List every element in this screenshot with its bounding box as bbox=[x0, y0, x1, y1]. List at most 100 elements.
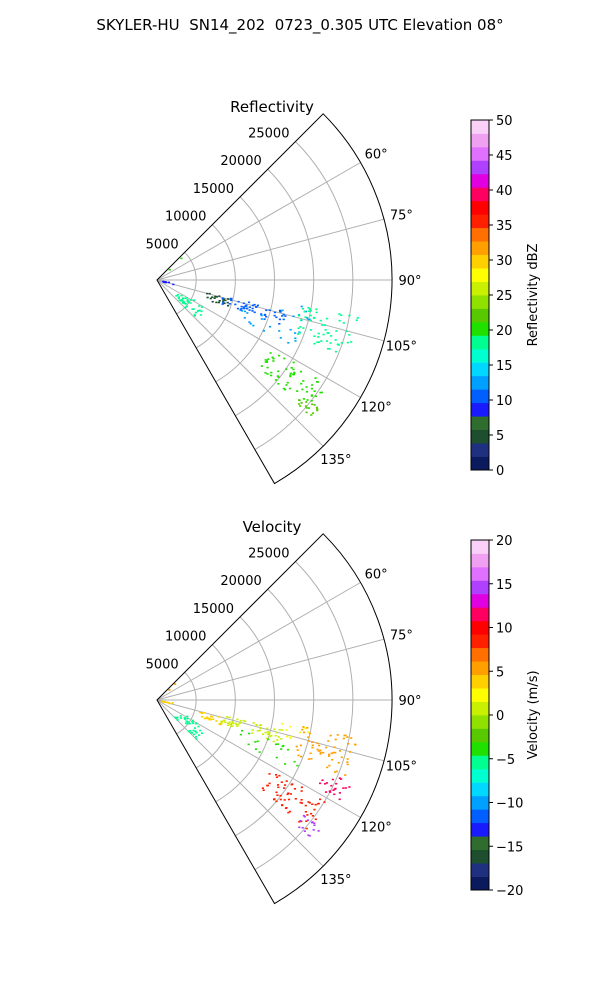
data-cell bbox=[285, 384, 288, 386]
azimuth-spoke-60 bbox=[156, 162, 361, 281]
data-cell bbox=[319, 751, 322, 754]
data-cell bbox=[273, 728, 276, 731]
data-cell bbox=[251, 310, 254, 312]
data-cell bbox=[331, 758, 334, 761]
data-cell bbox=[283, 799, 286, 801]
data-cell bbox=[299, 744, 303, 747]
data-cell bbox=[307, 740, 310, 742]
colorbar-swatch bbox=[471, 768, 489, 783]
data-cell bbox=[294, 332, 297, 334]
data-cell bbox=[350, 737, 353, 739]
angle-tick-label: 90° bbox=[398, 694, 421, 709]
data-cell bbox=[183, 717, 186, 719]
data-cell bbox=[193, 727, 197, 729]
radial-tick-label: 15000 bbox=[193, 602, 234, 617]
data-cell bbox=[336, 734, 339, 736]
data-cell bbox=[192, 308, 195, 310]
data-cell bbox=[336, 343, 339, 346]
data-cell bbox=[265, 309, 268, 312]
data-cell bbox=[167, 281, 171, 284]
colorbar-swatch bbox=[471, 553, 489, 568]
data-cell bbox=[266, 733, 269, 736]
data-cell bbox=[290, 735, 293, 738]
data-cell bbox=[194, 311, 198, 314]
panel-reflectivity: Reflectivity500010000150002000025000Mete… bbox=[146, 98, 541, 485]
angle-tick-label: 120° bbox=[360, 401, 391, 416]
data-cell bbox=[181, 302, 184, 304]
data-cell bbox=[215, 720, 218, 722]
data-cell bbox=[325, 746, 328, 749]
data-cell bbox=[185, 297, 188, 299]
data-cell bbox=[254, 748, 258, 750]
data-cell bbox=[310, 387, 313, 390]
colorbar-swatch bbox=[471, 335, 489, 350]
data-cell bbox=[264, 359, 267, 361]
data-cell bbox=[231, 721, 234, 723]
data-cell bbox=[289, 328, 292, 331]
angle-tick-label: 120° bbox=[360, 821, 391, 836]
data-cell bbox=[220, 722, 223, 724]
data-cell bbox=[305, 820, 308, 822]
data-cell bbox=[271, 356, 274, 359]
data-cell bbox=[260, 365, 263, 367]
data-cell bbox=[303, 731, 306, 734]
data-cell bbox=[297, 754, 300, 757]
data-cell bbox=[300, 790, 303, 792]
data-cell bbox=[168, 268, 171, 271]
data-cell bbox=[261, 787, 264, 789]
data-cell bbox=[244, 720, 247, 723]
data-cell bbox=[307, 801, 310, 803]
data-cell bbox=[347, 743, 350, 745]
data-cell bbox=[302, 726, 305, 728]
data-cell bbox=[273, 311, 277, 314]
colorbar-swatch bbox=[471, 809, 489, 824]
data-cell bbox=[268, 782, 271, 785]
data-cell bbox=[313, 404, 316, 406]
data-cell bbox=[270, 734, 273, 737]
data-cell bbox=[178, 299, 181, 301]
data-cell bbox=[243, 317, 246, 319]
data-cell bbox=[296, 390, 299, 392]
colorbar-label: Velocity (m/s) bbox=[526, 670, 541, 759]
data-cell bbox=[313, 335, 316, 337]
data-cell bbox=[198, 305, 201, 307]
colorbar-swatch bbox=[471, 348, 489, 363]
data-cell bbox=[175, 717, 178, 719]
azimuth-spoke-60 bbox=[156, 582, 361, 701]
data-cell bbox=[192, 722, 195, 725]
range-ring-25000 bbox=[254, 141, 354, 451]
data-cell bbox=[315, 406, 318, 409]
data-cell bbox=[258, 724, 261, 727]
data-cell bbox=[191, 721, 194, 723]
data-cell bbox=[355, 319, 358, 321]
colorbar-swatch bbox=[471, 849, 489, 864]
data-cell bbox=[322, 333, 325, 336]
colorbar-swatch bbox=[471, 120, 489, 134]
colorbar-swatch bbox=[471, 268, 489, 282]
data-cell bbox=[331, 778, 334, 781]
colorbar-swatch bbox=[471, 416, 489, 431]
colorbar-swatch bbox=[471, 836, 489, 851]
data-cell bbox=[299, 801, 302, 804]
data-cell bbox=[274, 743, 278, 746]
data-cell bbox=[332, 751, 335, 754]
data-cell bbox=[318, 744, 321, 747]
data-cell bbox=[287, 342, 290, 344]
radial-tick-label: 5000 bbox=[146, 237, 179, 252]
data-cell bbox=[229, 297, 232, 300]
data-cell bbox=[293, 371, 296, 374]
azimuth-spoke-120 bbox=[156, 699, 361, 818]
data-cell bbox=[348, 334, 351, 336]
data-cell bbox=[208, 718, 211, 721]
data-cell bbox=[255, 724, 258, 726]
data-cell bbox=[221, 297, 224, 300]
data-cell bbox=[291, 783, 294, 785]
data-cell bbox=[340, 756, 343, 759]
colorbar-swatch bbox=[471, 620, 489, 635]
colorbar-swatch bbox=[471, 173, 489, 188]
colorbar: −20 −15 −10 −5 0 5 10 15 20 Velocity (m/s) bbox=[470, 534, 541, 899]
azimuth-spoke-75 bbox=[156, 638, 385, 701]
data-cell bbox=[303, 310, 306, 313]
data-cell bbox=[251, 729, 254, 731]
colorbar-swatch bbox=[471, 661, 489, 676]
